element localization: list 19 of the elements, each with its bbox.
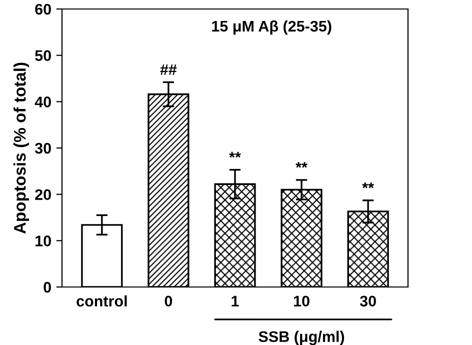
x-tick-label: 1: [232, 296, 239, 306]
annotation: **: [229, 152, 241, 158]
annotation: **: [296, 162, 308, 168]
annotation: ##: [160, 64, 177, 75]
x-tick-label: 10: [294, 296, 310, 307]
annotation: **: [362, 182, 374, 188]
y-tick-label: 0: [44, 282, 51, 293]
y-axis-title: Apoptosis (% of total): [14, 62, 30, 234]
x-tick-label: control: [76, 295, 127, 307]
y-tick-label: 30: [34, 142, 51, 154]
y-tick-label: 20: [35, 189, 51, 200]
y-tick-label: 40: [34, 96, 51, 108]
annotation: 15 μM Aβ (25-35): [212, 20, 332, 35]
x-tick-label: 30: [360, 296, 376, 307]
y-tick-label: 10: [36, 236, 51, 246]
y-tick-label: 60: [35, 4, 51, 15]
x-tick-label: 0: [164, 296, 172, 307]
text: SSB (μg/ml): [258, 330, 344, 345]
y-tick-label: 50: [35, 50, 51, 62]
